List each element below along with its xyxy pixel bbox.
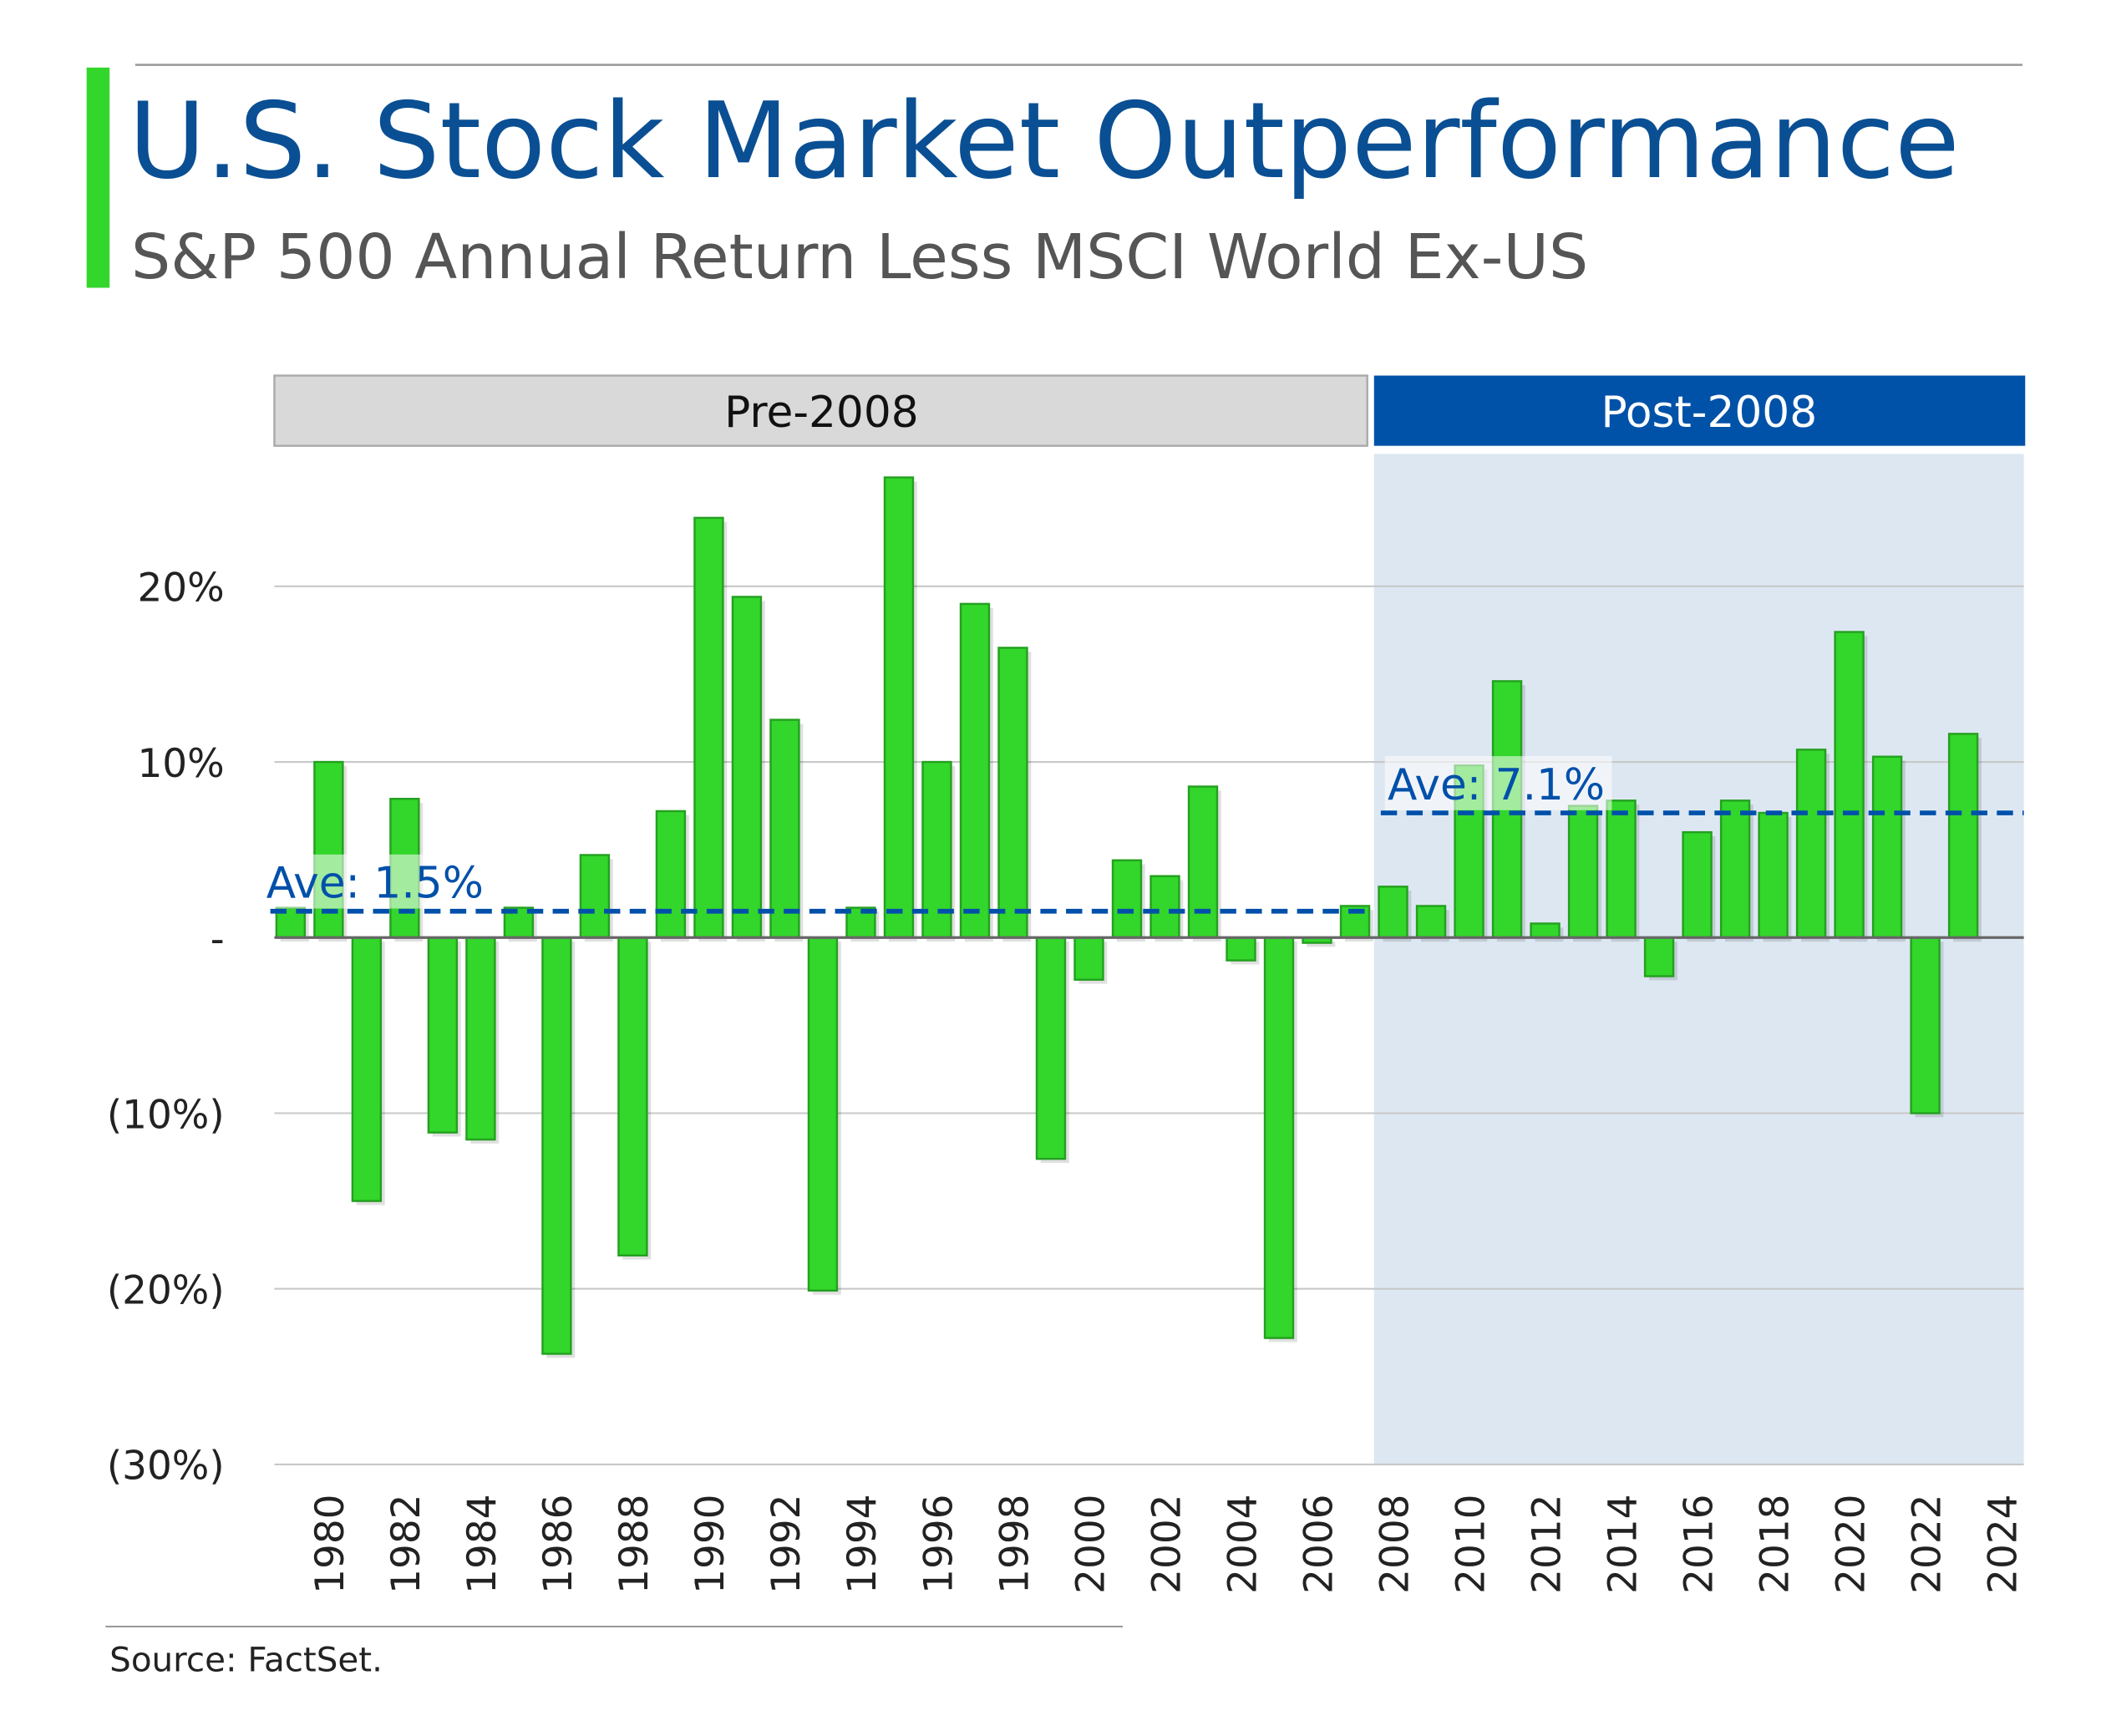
bar-2022 [1910, 937, 1941, 1114]
x-tick-label: 2004 [1220, 1495, 1266, 1594]
x-tick-label: 2006 [1296, 1495, 1342, 1594]
bar-2023 [1947, 733, 1979, 939]
y-tick-label: (10%) [107, 1092, 225, 1138]
average-label-pre-2008: Ave: 1.5% [266, 859, 484, 909]
bar-1983 [427, 937, 459, 1134]
bar-2005 [1263, 937, 1295, 1339]
bar-1995 [883, 476, 915, 939]
pre-2008-band [273, 374, 1368, 447]
x-tick-label: 2008 [1372, 1495, 1418, 1594]
x-tick-label: 1990 [688, 1495, 733, 1594]
x-tick-label: 2020 [1828, 1495, 1874, 1594]
y-tick-label: 20% [137, 566, 224, 612]
x-tick-label: 2022 [1904, 1495, 1950, 1594]
bar-1981 [351, 937, 383, 1202]
bar-1993 [807, 937, 839, 1292]
bar-2021 [1871, 755, 1903, 939]
x-tick-label: 2010 [1448, 1495, 1494, 1594]
bar-2018 [1758, 811, 1789, 939]
bar-1990 [693, 516, 724, 939]
bar-shadow [1307, 942, 1336, 947]
x-tick-label: 2018 [1752, 1495, 1798, 1594]
x-tick-label: 2002 [1144, 1495, 1190, 1594]
x-tick-label: 1980 [307, 1495, 353, 1594]
bar-1986 [541, 937, 572, 1355]
x-tick-label: 1998 [992, 1495, 1038, 1594]
bar-2003 [1187, 785, 1219, 939]
bar-2009 [1415, 905, 1447, 939]
x-tick-label: 1992 [764, 1495, 809, 1594]
bar-2000 [1073, 937, 1104, 981]
chart-subtitle: S&P 500 Annual Return Less MSCI World Ex… [131, 221, 1588, 293]
average-label-bg [1384, 756, 1612, 810]
bar-1997 [959, 602, 991, 939]
bar-1984 [465, 937, 496, 1141]
average-label-post-2008: Ave: 7.1% [1388, 760, 1605, 810]
bar-2012 [1530, 922, 1561, 939]
bar-2020 [1834, 631, 1865, 939]
bar-2013 [1567, 805, 1599, 939]
bar-2017 [1719, 799, 1751, 939]
y-tick-label: (30%) [107, 1444, 225, 1490]
x-tick-label: 1994 [840, 1495, 886, 1594]
x-tick-label: 2016 [1676, 1495, 1722, 1594]
x-tick-label: 2012 [1524, 1495, 1570, 1594]
average-label-bg [263, 854, 491, 909]
y-tick-label: (20%) [107, 1268, 225, 1314]
x-tick-label: 2024 [1980, 1495, 2026, 1594]
bar-1998 [997, 647, 1028, 939]
bar-1989 [655, 810, 687, 939]
bar-2001 [1111, 859, 1143, 939]
bar-1992 [769, 718, 800, 939]
source-note: Source: FactSet. [109, 1639, 383, 1679]
chart-title: U.S. Stock Market Outperformance [129, 79, 1960, 202]
x-tick-label: 2014 [1600, 1495, 1646, 1594]
bar-1991 [731, 596, 763, 939]
x-tick-label: 1988 [612, 1495, 657, 1594]
accent-bar [86, 67, 110, 288]
x-tick-label: 2000 [1068, 1495, 1114, 1594]
bar-2014 [1606, 799, 1637, 939]
post-2008-label: Post-2008 [1601, 388, 1818, 438]
pre-2008-label: Pre-2008 [724, 388, 919, 438]
bar-2004 [1226, 937, 1256, 962]
bar-2002 [1149, 875, 1180, 939]
post-2008-band [1373, 375, 2026, 446]
x-tick-label: 1986 [535, 1495, 581, 1594]
x-tick-label: 1982 [383, 1495, 429, 1594]
y-tick-label: - [211, 916, 225, 962]
bar-2019 [1795, 749, 1827, 939]
bar-2016 [1682, 830, 1713, 939]
x-tick-label: 1996 [916, 1495, 962, 1594]
bar-1999 [1035, 937, 1067, 1160]
bar-1988 [617, 937, 648, 1257]
bar-2008 [1378, 886, 1408, 939]
x-tick-label: 1984 [459, 1495, 505, 1594]
bar-2015 [1643, 937, 1675, 977]
bar-1987 [579, 854, 611, 939]
y-tick-label: 10% [137, 741, 224, 787]
